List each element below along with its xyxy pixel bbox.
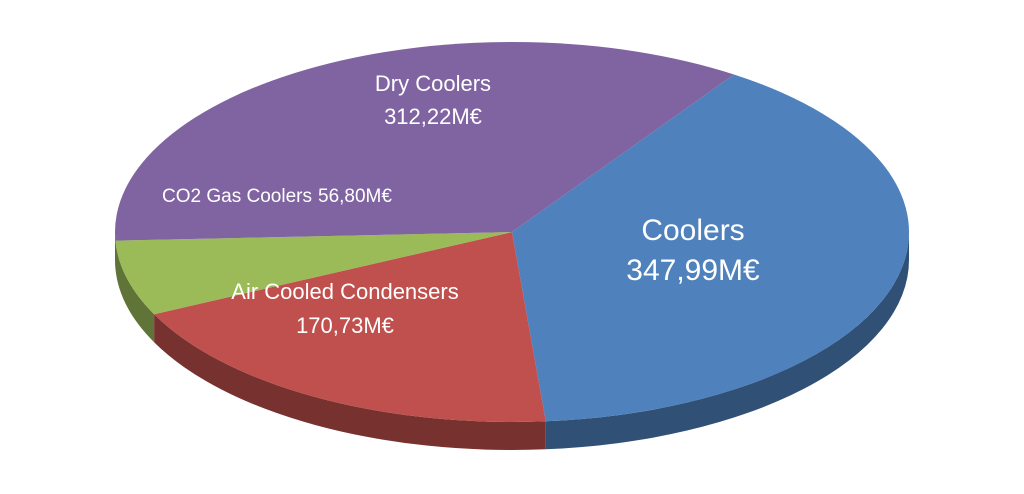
category-label: Coolers [641, 214, 744, 247]
value-label: 170,73M€ [296, 313, 394, 338]
slice [115, 42, 734, 241]
slice-side [545, 232, 909, 450]
slice-side [154, 314, 546, 450]
slice [115, 232, 513, 315]
slice [154, 232, 546, 422]
slice [512, 74, 909, 422]
value-label: 347,99M€ [626, 254, 760, 287]
slice-label: CO2 Gas Coolers 56,80M€ [162, 186, 392, 207]
category-label: CO2 Gas Coolers [162, 186, 312, 207]
value-label: 56,80M€ [318, 186, 392, 207]
category-label: Air Cooled Condensers [231, 279, 458, 304]
slice-side [115, 240, 155, 343]
value-label: 312,22M€ [384, 104, 482, 129]
category-label: Dry Coolers [375, 71, 491, 96]
